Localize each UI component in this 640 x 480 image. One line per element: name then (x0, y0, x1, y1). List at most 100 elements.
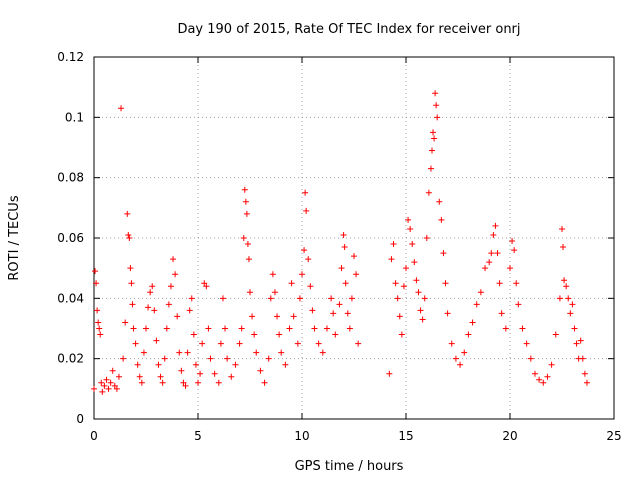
data-point (161, 355, 168, 362)
data-point (442, 280, 449, 287)
data-point (224, 355, 231, 362)
data-point (109, 367, 116, 374)
data-point (190, 331, 197, 338)
data-point (403, 265, 409, 272)
data-point (328, 295, 335, 302)
data-point (97, 331, 104, 338)
data-point (96, 325, 103, 332)
data-point (457, 361, 464, 368)
data-point (573, 340, 580, 347)
data-point (219, 295, 226, 302)
data-point (341, 244, 348, 251)
data-point (127, 265, 134, 272)
data-point (338, 265, 345, 272)
data-point (211, 370, 218, 377)
data-points (91, 90, 590, 395)
data-point (519, 325, 526, 332)
data-point (217, 340, 224, 347)
data-point (238, 325, 245, 332)
data-point (199, 340, 206, 347)
data-point (138, 379, 145, 386)
data-point (409, 241, 416, 248)
data-point (243, 210, 250, 217)
data-point (502, 325, 509, 332)
data-point (423, 235, 430, 241)
data-point (91, 385, 97, 392)
x-tick-label: 25 (606, 429, 621, 443)
data-point (523, 340, 530, 347)
data-point (394, 295, 401, 302)
data-point (115, 373, 122, 380)
data-point (346, 325, 353, 332)
data-point (136, 373, 143, 380)
data-point (396, 313, 403, 320)
data-point (332, 331, 339, 338)
data-point (448, 340, 455, 347)
data-point (465, 331, 472, 338)
data-point (253, 349, 260, 356)
data-point (113, 385, 120, 392)
data-point (436, 198, 443, 205)
data-point (309, 307, 316, 314)
data-point (421, 295, 428, 302)
data-point (434, 114, 441, 121)
data-point (159, 379, 166, 386)
data-point (419, 316, 426, 323)
data-point (278, 349, 285, 356)
data-point (188, 295, 195, 302)
y-tick-label: 0.1 (65, 110, 84, 124)
data-point (556, 295, 563, 302)
data-point (344, 310, 351, 317)
data-point (433, 102, 440, 109)
data-point (583, 379, 590, 386)
data-point (302, 189, 309, 196)
data-point (95, 319, 102, 326)
data-point (319, 349, 326, 356)
data-point (305, 256, 312, 263)
data-point (205, 325, 212, 332)
data-point (544, 373, 551, 380)
data-point (103, 376, 110, 383)
data-point (242, 198, 249, 205)
data-point (129, 301, 136, 308)
data-point (432, 90, 439, 97)
data-point (134, 361, 141, 368)
data-point (261, 379, 268, 386)
data-point (247, 289, 253, 296)
axis-ticks: 0 5 10 15 20 25 0 0.02 0.04 0.06 0.08 0.1 0.12 (57, 50, 621, 443)
data-point (353, 271, 360, 278)
data-point (552, 331, 559, 338)
data-point (581, 370, 588, 377)
data-point (201, 280, 208, 287)
data-point (140, 349, 147, 356)
data-point (492, 222, 499, 229)
data-point (430, 129, 437, 136)
data-point (207, 355, 214, 362)
data-point (170, 256, 177, 263)
data-point (452, 355, 459, 362)
data-point (276, 331, 283, 338)
data-point (386, 370, 393, 377)
y-tick-label: 0.12 (57, 50, 84, 64)
data-point (215, 379, 222, 386)
data-point (513, 280, 520, 287)
data-point (488, 250, 495, 257)
data-point (122, 319, 129, 326)
data-point (407, 225, 414, 232)
data-point (548, 361, 555, 368)
data-point (172, 271, 179, 278)
data-point (351, 253, 357, 260)
data-point (151, 307, 158, 314)
data-point (165, 301, 172, 308)
data-point (251, 331, 258, 338)
data-point (398, 331, 405, 338)
data-point (296, 295, 303, 302)
data-point (540, 379, 547, 386)
data-point (267, 295, 274, 302)
data-point (486, 259, 493, 266)
data-point (415, 289, 422, 296)
data-point (429, 147, 435, 154)
data-point (157, 373, 164, 380)
data-point (490, 231, 497, 238)
data-point (245, 256, 252, 263)
